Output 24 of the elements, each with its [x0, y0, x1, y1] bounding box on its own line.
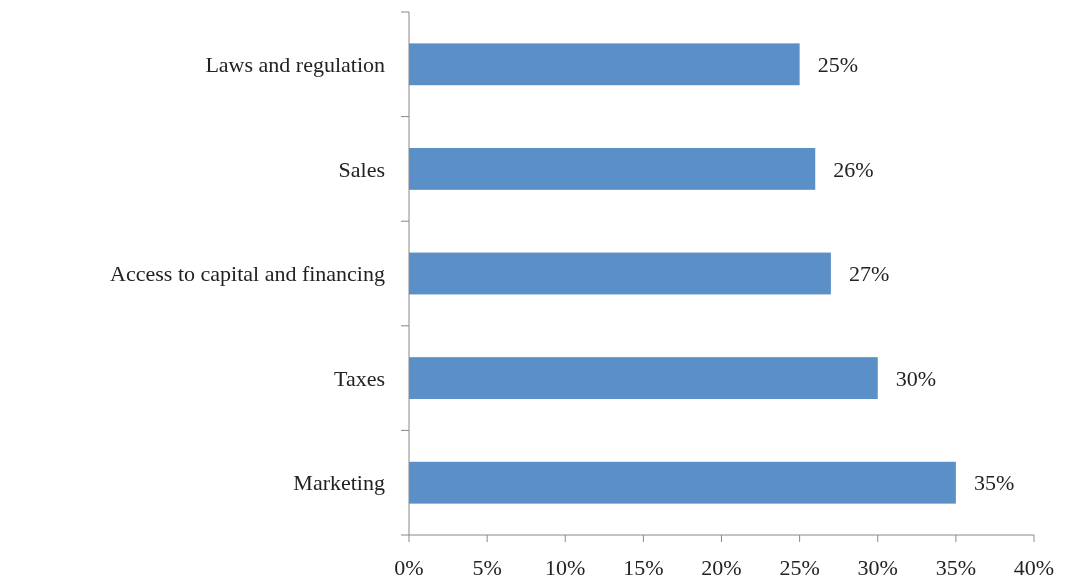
bar: [409, 252, 831, 295]
x-tick-label: 40%: [1013, 555, 1055, 580]
x-tick-label: 10%: [545, 555, 586, 580]
y-tick-label: Sales: [338, 156, 385, 182]
x-tick-label: 5%: [472, 555, 502, 580]
x-tick-label: 35%: [935, 555, 977, 580]
data-label: 26%: [833, 156, 874, 182]
data-label: 35%: [973, 470, 1015, 496]
y-tick-label: Taxes: [334, 365, 385, 391]
data-label: 27%: [848, 261, 890, 287]
x-tick-label: 0%: [394, 555, 424, 580]
bar: [409, 461, 956, 504]
bar: [409, 147, 816, 190]
bar: [409, 357, 878, 400]
x-tick-label: 15%: [623, 555, 664, 580]
y-tick-label: Marketing: [293, 470, 385, 496]
x-tick-label: 25%: [779, 555, 820, 580]
data-label: 25%: [817, 52, 858, 77]
y-tick-label: Access to capital and financing: [110, 261, 385, 287]
x-tick-label: 30%: [857, 555, 898, 580]
x-tick-label: 20%: [701, 555, 742, 580]
data-label: 30%: [895, 365, 937, 391]
y-tick-label: Laws and regulation: [205, 52, 385, 77]
bar: [409, 43, 800, 86]
